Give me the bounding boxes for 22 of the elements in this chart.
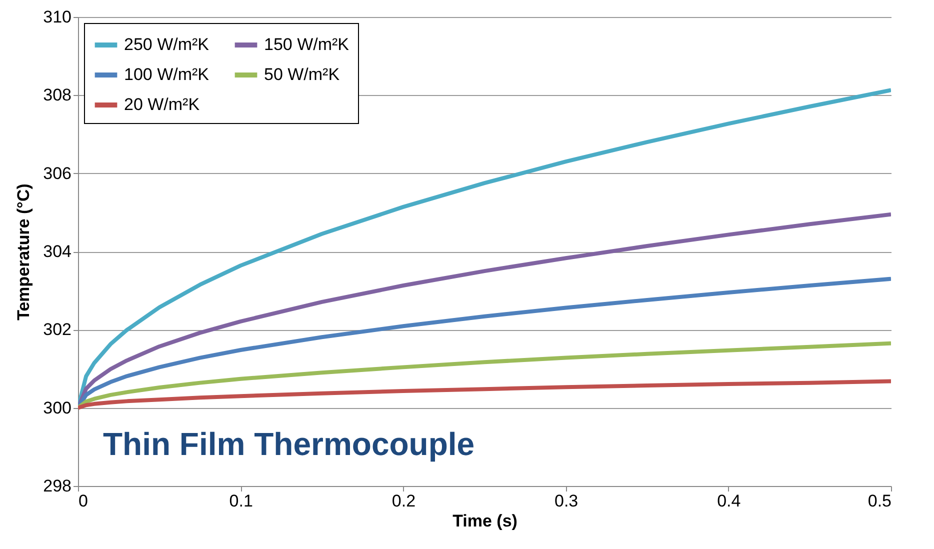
- legend-label: 50 W/m²K: [264, 65, 340, 84]
- y-tick-label: 304: [43, 242, 72, 261]
- x-tick-label: 0.2: [392, 492, 416, 510]
- x-tick-label: 0.3: [554, 492, 578, 510]
- y-tick-label: 300: [43, 398, 72, 418]
- legend-label: 100 W/m²K: [124, 65, 210, 84]
- y-axis-title: Temperature (°C): [14, 184, 34, 320]
- y-tick-label: 298: [43, 476, 72, 496]
- y-tick-label: 310: [43, 8, 72, 26]
- x-tick-label: 0.5: [868, 492, 892, 510]
- x-tick-label: 0.1: [229, 492, 253, 510]
- y-tick-label: 306: [43, 164, 72, 183]
- legend-label: 20 W/m²K: [124, 95, 200, 114]
- legend-label: 150 W/m²K: [264, 35, 350, 54]
- y-tick-label: 308: [43, 86, 72, 105]
- annotation: Thin Film Thermocouple: [103, 426, 475, 462]
- y-tick-label: 302: [43, 320, 72, 340]
- legend-label: 250 W/m²K: [124, 35, 210, 54]
- line-series: [78, 379, 891, 410]
- x-axis-title: Time (s): [452, 512, 518, 530]
- x-tick-label: 0: [78, 492, 88, 510]
- x-tick-label: 0.4: [717, 492, 741, 510]
